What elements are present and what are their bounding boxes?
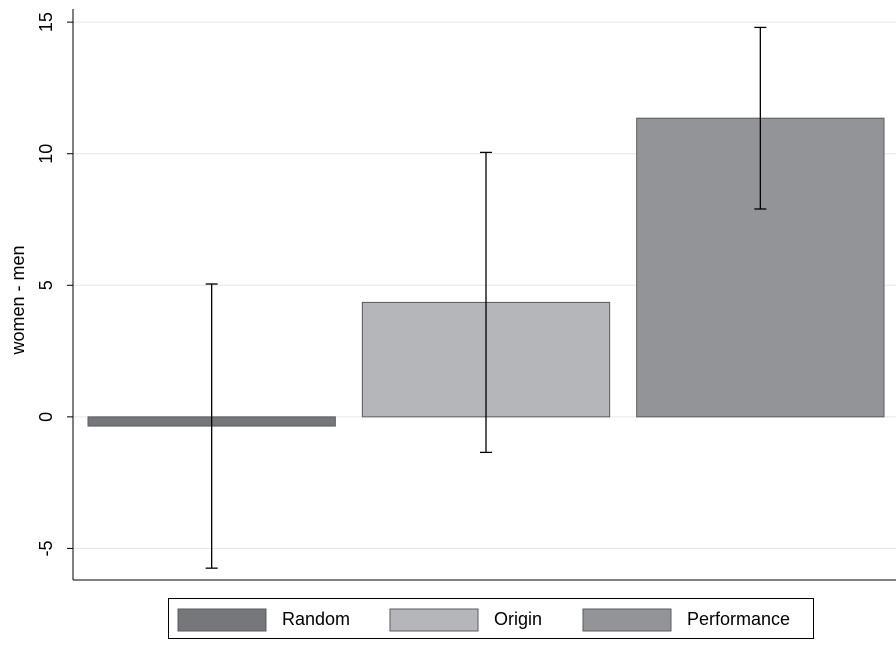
error-bar xyxy=(480,151,492,454)
legend-swatch xyxy=(177,608,267,632)
legend-label: Performance xyxy=(687,609,790,629)
legend-swatch xyxy=(582,608,672,632)
y-tick-label: 0 xyxy=(36,412,56,422)
error-bar xyxy=(205,283,218,569)
legend-label: Origin xyxy=(494,609,542,629)
y-tick-label: 5 xyxy=(36,280,56,290)
y-tick-label: 15 xyxy=(36,12,56,32)
error-bar xyxy=(754,26,767,210)
y-tick-label: -5 xyxy=(36,540,56,556)
legend-swatch xyxy=(389,608,479,632)
legend-box xyxy=(168,598,814,639)
legend-label: Random xyxy=(282,609,350,629)
y-tick-label: 10 xyxy=(36,144,56,164)
y-axis-label: women - men xyxy=(8,245,28,355)
